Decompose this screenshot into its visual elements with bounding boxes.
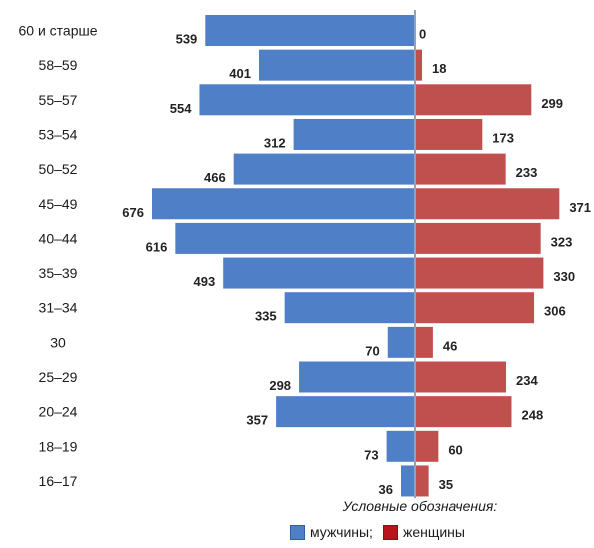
value-label-men: 70 <box>365 343 379 358</box>
bar-women <box>415 222 541 254</box>
value-label-women: 46 <box>443 338 457 353</box>
legend-items: мужчины; женщины <box>290 524 560 540</box>
value-label-men: 357 <box>246 413 268 428</box>
value-label-women: 173 <box>492 130 514 145</box>
value-label-men: 312 <box>264 135 286 150</box>
category-label: 50–52 <box>39 161 78 177</box>
bar-men <box>299 361 415 393</box>
category-label: 30 <box>50 334 66 350</box>
bar-men <box>284 292 415 324</box>
bar-women <box>415 361 507 393</box>
bar-men <box>199 84 415 116</box>
legend-label-men: мужчины; <box>310 524 373 540</box>
category-label: 60 и старше <box>18 23 97 39</box>
bar-men <box>258 49 415 81</box>
value-label-women: 248 <box>521 408 543 423</box>
bar-men <box>233 153 415 185</box>
bar-men <box>223 257 415 289</box>
bar-women <box>415 292 535 324</box>
bar-women <box>415 188 560 220</box>
category-label: 55–57 <box>39 92 78 108</box>
bar-men <box>387 326 415 358</box>
bar-women <box>415 465 429 497</box>
legend-swatch-men <box>290 524 305 540</box>
bar-men <box>175 222 415 254</box>
bar-men <box>386 430 415 462</box>
category-label: 20–24 <box>39 404 78 420</box>
bar-women <box>415 153 506 185</box>
category-label: 31–34 <box>39 300 78 316</box>
bars-group <box>152 15 560 497</box>
value-label-women: 60 <box>448 442 462 457</box>
value-label-women: 0 <box>419 27 426 42</box>
category-label: 25–29 <box>39 369 78 385</box>
value-label-women: 371 <box>569 200 591 215</box>
value-label-men: 493 <box>193 274 215 289</box>
bar-men <box>293 118 415 150</box>
bar-women <box>415 430 439 462</box>
value-label-women: 299 <box>541 96 563 111</box>
category-label: 16–17 <box>39 473 78 489</box>
legend-title: Условные обозначения: <box>342 498 498 514</box>
legend-label-women: женщины <box>402 524 465 540</box>
category-label: 18–19 <box>39 438 78 454</box>
bar-men <box>276 396 415 428</box>
value-label-men: 401 <box>229 66 251 81</box>
category-label: 40–44 <box>39 230 78 246</box>
bar-men <box>152 188 415 220</box>
value-label-women: 233 <box>516 165 538 180</box>
bar-men <box>400 465 415 497</box>
value-label-women: 330 <box>553 269 575 284</box>
value-label-men: 616 <box>146 239 168 254</box>
bar-women <box>415 326 433 358</box>
category-label: 35–39 <box>39 265 78 281</box>
value-label-women: 306 <box>544 304 566 319</box>
value-label-men: 73 <box>364 447 378 462</box>
value-label-men: 466 <box>204 170 226 185</box>
value-label-men: 335 <box>255 309 277 324</box>
bar-women <box>415 118 483 150</box>
value-labels: 539 0 401 18 554 299 312 173 466 233 676 371 616 323 4… <box>122 27 591 497</box>
legend: Условные обозначения: мужчины; женщины <box>290 498 560 540</box>
bar-men <box>205 15 415 46</box>
value-label-men: 298 <box>269 378 291 393</box>
value-label-men: 539 <box>176 32 198 47</box>
value-label-women: 35 <box>439 477 453 492</box>
value-label-women: 18 <box>432 61 446 76</box>
value-label-men: 554 <box>170 101 192 116</box>
value-label-women: 234 <box>516 373 538 388</box>
category-label: 53–54 <box>39 126 78 142</box>
legend-swatch-women <box>382 524 398 540</box>
bar-women <box>415 49 423 81</box>
bar-women <box>415 396 512 428</box>
bar-women <box>415 257 544 289</box>
value-label-men: 36 <box>379 482 393 497</box>
category-labels: 60 и старше 58–59 55–57 53–54 50–52 45–49 40–4… <box>18 23 97 489</box>
bar-women <box>415 84 532 116</box>
category-label: 58–59 <box>39 57 78 73</box>
value-label-women: 323 <box>551 234 573 249</box>
category-label: 45–49 <box>39 196 78 212</box>
value-label-men: 676 <box>122 205 144 220</box>
